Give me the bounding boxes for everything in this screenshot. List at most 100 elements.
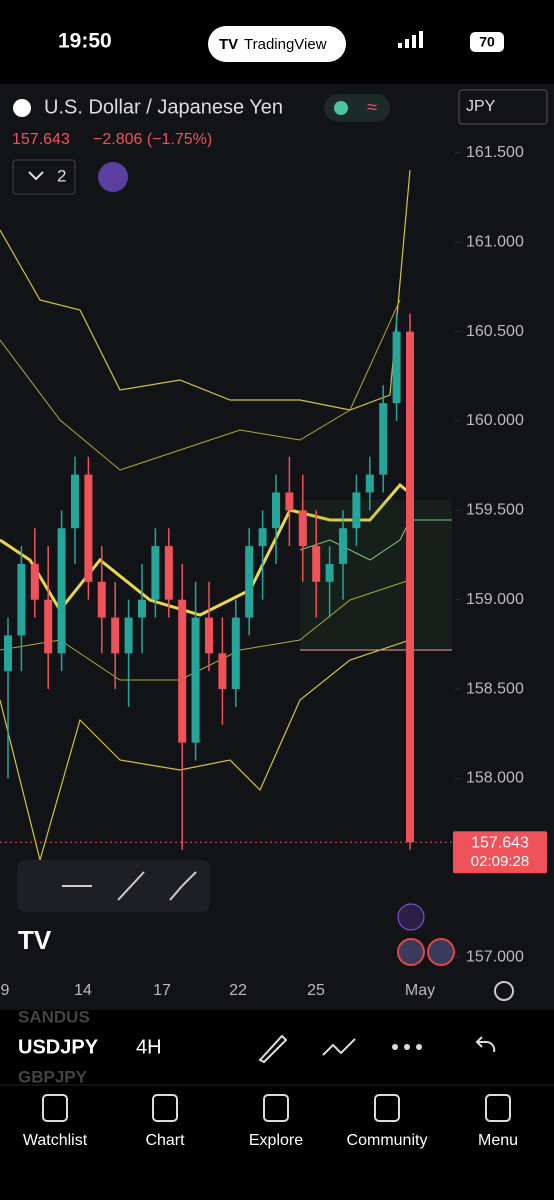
currency-select[interactable] [458,89,548,125]
undo-icon[interactable] [475,1036,496,1053]
nav-icon[interactable] [152,1094,178,1122]
symbol-next[interactable]: GBPJPY [18,1067,88,1086]
countdown: 02:09:28 [471,853,529,870]
symbol-prev[interactable]: SANDUS [18,1007,90,1026]
candle-body [57,528,66,654]
delay-icon: ≈ [367,97,377,117]
x-tick-label: May [405,982,435,999]
indicator-count: 2 [57,166,66,185]
candle-body [231,617,240,690]
candle-body [4,635,12,672]
x-tick-label: 25 [307,982,325,999]
nav-icon[interactable] [485,1094,511,1122]
battery-level: 70 [479,34,495,50]
symbol-current[interactable]: USDJPY [18,1036,99,1058]
candle-body [178,599,187,743]
refresh-button[interactable] [98,162,128,192]
clock: 19:50 [58,30,112,53]
nav-icon[interactable] [42,1094,68,1122]
y-tick-label: 160.500 [466,323,524,340]
indicator-band [0,579,411,681]
candle-body [30,563,39,600]
event-icon[interactable] [427,938,455,966]
y-tick-label: 160.000 [466,412,524,429]
symbol-name: U.S. Dollar / Japanese Yen [44,96,283,118]
price-badge-value: 157.643 [471,834,529,851]
y-tick-label: 158.500 [466,680,524,697]
indicator-line [299,519,452,561]
more-icon[interactable] [392,1044,422,1050]
candle-body [272,492,280,529]
moving-average [0,482,413,617]
candle-body [365,474,374,493]
candle-body [245,546,254,618]
chevron-icon [28,171,44,181]
y-tick-label: 157.000 [466,948,524,965]
candle-body [379,403,388,475]
drawing-toolbar [17,860,210,912]
candle-body [298,510,307,547]
brand-pill[interactable] [208,26,346,62]
nav-icon[interactable] [263,1094,289,1122]
tv-watermark: TV [18,925,52,955]
nav-label[interactable]: Watchlist [23,1132,88,1149]
brand-name: TradingView [244,36,327,53]
flag-icon [13,99,31,117]
indicators-icon[interactable] [322,1038,356,1056]
candle-body [84,474,93,582]
candle-body [339,528,347,564]
candle-body [44,599,53,654]
y-tick-label: 159.500 [466,502,524,519]
event-icon[interactable] [397,938,425,966]
plot [0,169,452,863]
battery [470,32,504,52]
trend-line-tool[interactable] [117,871,145,901]
market-open-dot [334,101,348,115]
candle-body [325,563,334,582]
x-tick-label: 9 [1,982,10,999]
timeframe[interactable]: 4H [136,1036,162,1058]
indicators-toggle[interactable] [12,159,76,195]
settings-icon[interactable] [494,981,514,1001]
candle-body [111,617,120,654]
draw-icon[interactable] [258,1034,288,1064]
nav-label[interactable]: Community [347,1132,428,1149]
nav-label[interactable]: Explore [249,1132,303,1149]
candle-body [392,331,401,404]
candle-body [285,492,294,511]
candle-body [164,546,173,600]
candle-body [97,581,106,618]
candle-body [258,528,267,547]
candle-body [71,474,79,529]
indicator-band [0,299,401,471]
nav-label[interactable]: Chart [145,1132,185,1149]
candle-body [312,546,321,582]
x-tick-label: 22 [229,982,247,999]
brand-logo: TV [219,36,238,53]
candle-body [151,546,160,600]
nav-label[interactable]: Menu [478,1132,518,1149]
candle-body [352,492,361,529]
nav-bar: Watchlist Chart Explore Community Menu [23,1094,518,1149]
indicator-band [0,169,411,411]
candle-body [205,617,213,654]
x-tick-label: 14 [74,982,92,999]
candle-body [138,599,146,618]
nav-icon[interactable] [374,1094,400,1122]
y-tick-label: 161.500 [466,144,524,161]
candle-body [191,617,200,743]
status-pill[interactable] [324,94,390,122]
path-tool[interactable] [169,871,197,901]
candle-body [218,653,227,690]
currency: JPY [466,98,496,115]
price-change: −2.806 (−1.75%) [93,131,212,148]
candle-body [17,563,26,636]
cloud [300,500,452,650]
x-tick-label: 17 [153,982,171,999]
candle-body [124,617,133,654]
alert-icon[interactable] [397,903,425,931]
indicator-band [0,639,411,863]
candle-body [406,331,414,843]
y-tick-label: 158.000 [466,770,524,787]
